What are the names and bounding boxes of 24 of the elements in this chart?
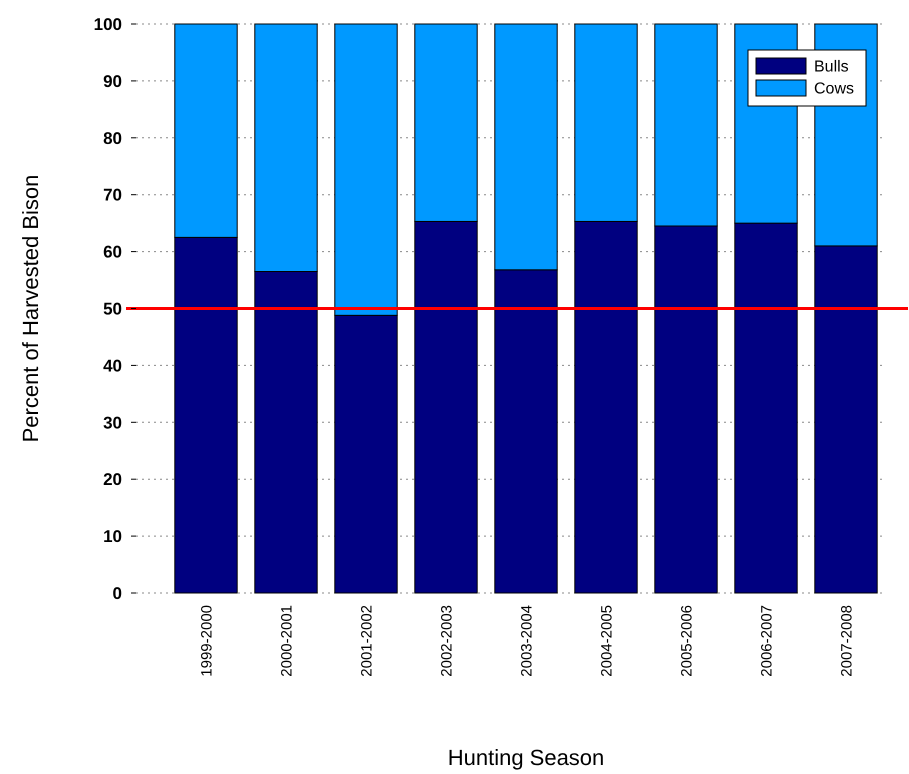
x-tick-label: 2000-2001 bbox=[278, 605, 296, 677]
x-tick-label: 2003-2004 bbox=[518, 605, 536, 677]
y-tick-label: 50 bbox=[103, 299, 122, 318]
y-axis-title: Percent of Harvested Bison bbox=[18, 174, 43, 442]
legend-label: Bulls bbox=[814, 58, 849, 76]
x-tick-label: 1999-2000 bbox=[198, 605, 216, 677]
y-tick-label: 60 bbox=[103, 242, 122, 262]
y-tick-label: 80 bbox=[103, 128, 122, 148]
y-tick-label: 0 bbox=[112, 584, 122, 603]
y-tick-label: 70 bbox=[103, 186, 122, 205]
y-tick-label: 40 bbox=[103, 356, 122, 376]
y-tick-label: 30 bbox=[103, 413, 122, 432]
x-axis-title: Hunting Season bbox=[448, 745, 604, 770]
y-tick-label: 20 bbox=[103, 470, 122, 490]
x-tick-label: 2006-2007 bbox=[758, 605, 776, 677]
x-tick-label: 2004-2005 bbox=[598, 605, 616, 677]
x-tick-label: 2005-2006 bbox=[678, 605, 696, 677]
y-tick-label: 10 bbox=[103, 527, 122, 546]
y-tick-label: 100 bbox=[94, 14, 122, 34]
x-tick-label: 2007-2008 bbox=[838, 605, 856, 677]
x-tick-label: 2001-2002 bbox=[358, 605, 376, 677]
x-tick-label: 2002-2003 bbox=[438, 605, 456, 677]
y-tick-label: 90 bbox=[103, 72, 122, 91]
legend-label: Cows bbox=[814, 80, 854, 98]
